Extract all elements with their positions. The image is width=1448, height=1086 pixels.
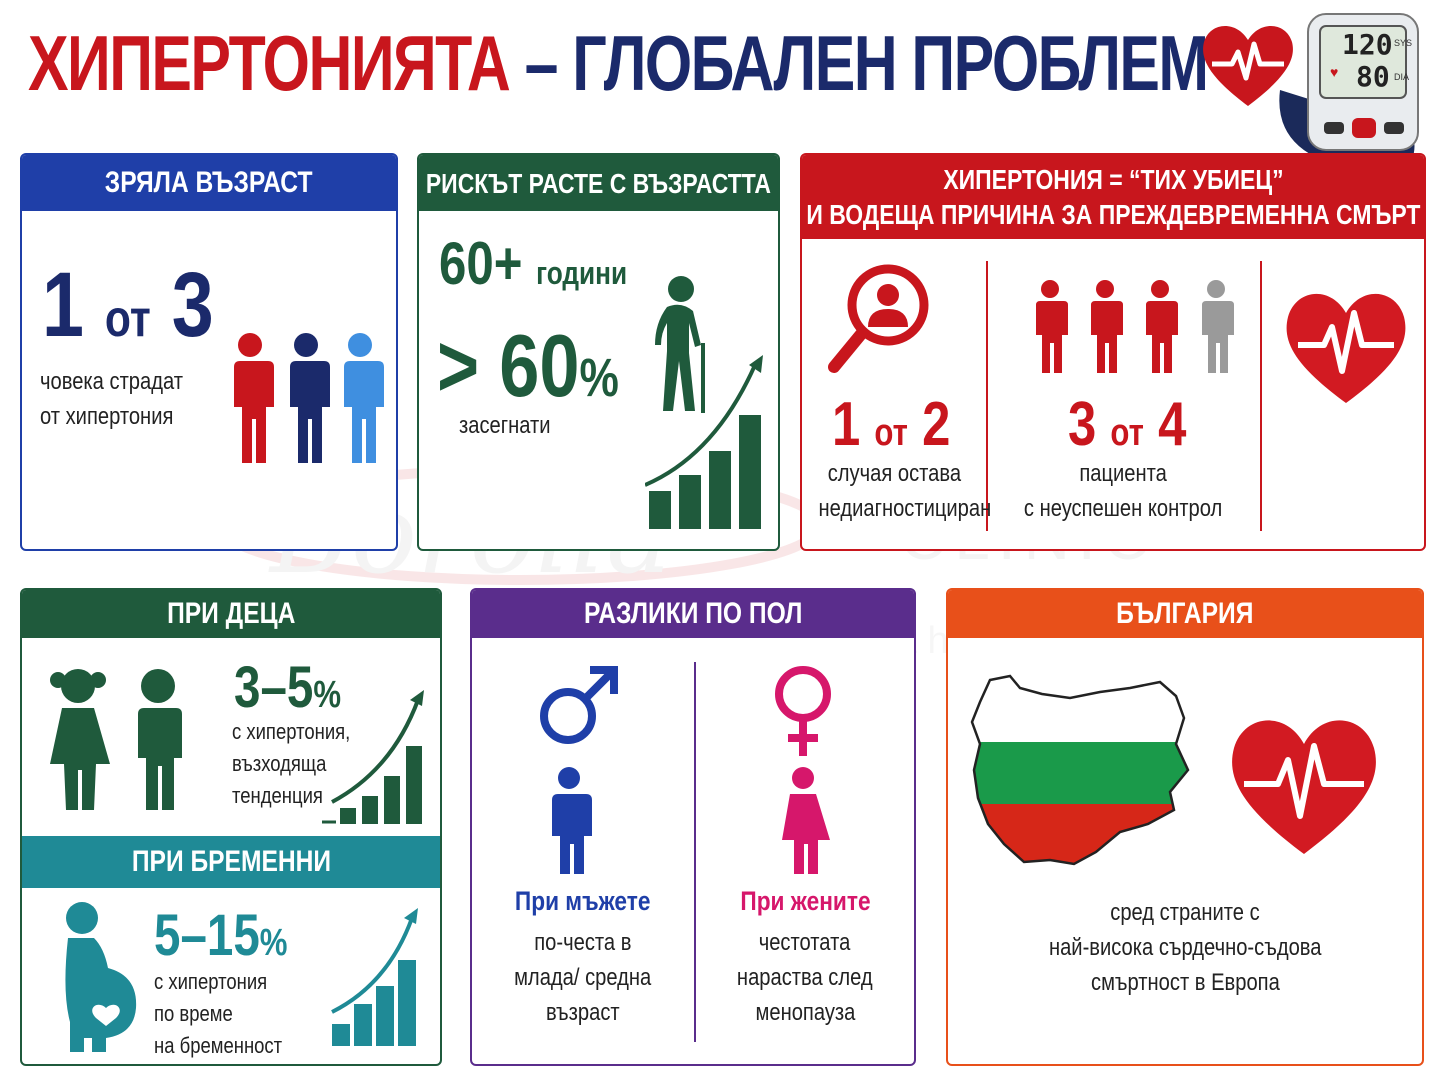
silent-killer-panel: ХИПЕРТОНИЯ = “ТИХ УБИЕЦ” И ВОДЕЩА ПРИЧИН… [800, 153, 1426, 551]
adult-line2: от хипертония [40, 402, 174, 430]
elderly-person-icon [655, 275, 715, 415]
female-person-icon [772, 766, 834, 876]
pregnant-line2: по време [154, 1000, 233, 1026]
adult-stat-b: 3 [171, 254, 214, 356]
adult-stat: 1 от 3 [42, 253, 251, 358]
pregnant-stat: 5–15% [154, 902, 317, 969]
age-value: 60+ [439, 230, 523, 297]
monitor-dia-label: DIA [1394, 72, 1410, 82]
men-line2: млада/ средна [514, 963, 652, 991]
women-line3: менопауза [755, 998, 855, 1026]
divider-1 [986, 261, 988, 531]
adult-panel: ЗРЯЛА ВЪЗРАСТ 1 от 3 човека страдат от х… [20, 153, 398, 551]
women-line1: честотата [759, 929, 851, 956]
stat1: 1 от 2 [832, 389, 976, 460]
monitor-dia-value: 80 [1356, 60, 1390, 93]
adult-stat-a: 1 [42, 254, 84, 356]
silent-killer-heading-1: ХИПЕРТОНИЯ = “ТИХ УБИЕЦ” [942, 164, 1284, 195]
gender-panel-header: РАЗЛИКИ ПО ПОЛ [472, 590, 914, 638]
pregnant-rising-chart-icon [328, 908, 428, 1048]
children-panel: ПРИ ДЕЦА 3–5% с хипертония, възходяща те… [20, 588, 442, 1066]
bulgaria-panel-header: БЪЛГАРИЯ [948, 590, 1422, 638]
stat1-line2: недиагностициран [818, 494, 992, 522]
men-line1: по-честа в [534, 929, 632, 956]
stat2-line2: с неуспешен контрол [1023, 494, 1223, 522]
age-unit: години [536, 255, 628, 291]
bulgaria-line3: смъртност в Европа [1090, 968, 1280, 996]
children-stat: 3–5% [234, 654, 365, 721]
monitor-heart-icon: ♥ [1330, 64, 1339, 80]
rising-bars-chart-icon [644, 355, 773, 535]
children-panel-header: ПРИ ДЕЦА [22, 590, 440, 638]
stat2-a: 3 [1068, 390, 1097, 459]
title-dash: – [524, 19, 559, 107]
male-symbol-icon [536, 664, 620, 748]
women-line2: нараства след [737, 963, 873, 991]
bulgaria-heading: БЪЛГАРИЯ [1116, 597, 1254, 631]
stat2-line1: пациента [1079, 460, 1167, 487]
header-heart-icon [1198, 18, 1298, 110]
page-title: ХИПЕРТОНИЯТА – ГЛОБАЛЕН ПРОБЛЕМ [28, 18, 1209, 114]
gender-panel: РАЗЛИКИ ПО ПОЛ При мъжете по-честа в мла… [470, 588, 916, 1066]
gender-heading: РАЗЛИКИ ПО ПОЛ [583, 597, 803, 631]
pregnant-woman-icon [46, 900, 152, 1052]
stat2: 3 от 4 [1068, 389, 1212, 460]
pregnant-line1: с хипертония [154, 969, 268, 994]
silent-killer-panel-header: ХИПЕРТОНИЯ = “ТИХ УБИЕЦ” И ВОДЕЩА ПРИЧИН… [802, 155, 1424, 239]
magnifier-person-icon [826, 259, 936, 377]
adult-panel-header: ЗРЯЛА ВЪЗРАСТ [22, 155, 396, 211]
monitor-sys-value: 120 [1342, 28, 1393, 61]
three-people-icon [224, 331, 389, 466]
stat2-of: от [1110, 412, 1144, 454]
children-heading: ПРИ ДЕЦА [166, 597, 296, 631]
children-line1: с хипертония, [232, 719, 351, 744]
age-risk-panel: РИСКЪТ РАСТЕ С ВЪЗРАСТТА 60+ години > 60… [417, 153, 780, 551]
children-stat-value: 3–5 [234, 655, 314, 720]
age-percent: > 60 [437, 316, 580, 415]
adult-line1: човека страдат [40, 368, 183, 395]
four-people-icon [1030, 279, 1246, 375]
female-symbol-icon [768, 664, 838, 760]
men-title: При мъжете [515, 886, 651, 916]
adult-heading: ЗРЯЛА ВЪЗРАСТ [105, 166, 313, 200]
pregnant-stat-sign: % [259, 922, 288, 964]
pregnant-stat-value: 5–15 [154, 903, 260, 968]
bulgaria-panel: БЪЛГАРИЯ сред страните с най-висока сърд… [946, 588, 1424, 1066]
stat1-of: от [874, 412, 908, 454]
age-risk-panel-header: РИСКЪТ РАСТЕ С ВЪЗРАСТТА [419, 155, 778, 211]
men-line3: възраст [546, 998, 620, 1026]
children-line3: тенденция [232, 782, 323, 808]
male-person-icon [542, 766, 596, 876]
heartbeat-heart-icon [1280, 283, 1412, 407]
children-stat-sign: % [313, 674, 342, 716]
women-title: При жените [739, 886, 871, 916]
stat2-b: 4 [1158, 390, 1187, 459]
stat1-a: 1 [832, 390, 861, 459]
pregnant-panel-header: ПРИ БРЕМЕННИ [22, 836, 440, 888]
adult-stat-of: от [104, 290, 151, 348]
stat1-b: 2 [922, 390, 951, 459]
gender-divider [694, 662, 696, 1042]
blood-pressure-monitor: 120 SYS ♥ 80 DIA [1272, 10, 1444, 170]
title-part-navy: ГЛОБАЛЕН ПРОБЛЕМ [572, 19, 1209, 107]
children-icon [44, 666, 194, 814]
age-caption: засегнати [459, 412, 551, 439]
title-part-red: ХИПЕРТОНИЯТА [28, 19, 511, 107]
percent-stat: > 60% [437, 315, 659, 417]
monitor-sys-label: SYS [1394, 38, 1413, 48]
bulgaria-line1: сред страните с [1110, 899, 1260, 926]
age-percent-sign: % [579, 348, 619, 408]
bulgaria-line2: най-висока сърдечно-съдова [1048, 933, 1322, 961]
bulgaria-flag-map-icon [970, 674, 1196, 868]
silent-killer-heading-2: И ВОДЕЩА ПРИЧИНА ЗА ПРЕЖДЕВРЕМЕННА СМЪРТ [805, 199, 1421, 230]
stat1-line1: случая остава [827, 460, 961, 487]
children-line2: възходяща [232, 750, 327, 776]
pregnant-heading: ПРИ БРЕМЕННИ [131, 845, 331, 878]
children-rising-chart-icon [322, 690, 432, 826]
age-risk-heading: РИСКЪТ РАСТЕ С ВЪЗРАСТТА [425, 167, 772, 199]
bulgaria-heart-icon [1224, 708, 1384, 858]
divider-2 [1260, 261, 1262, 531]
pregnant-line3: на бременност [154, 1032, 283, 1058]
age-stat: 60+ години [439, 229, 668, 298]
